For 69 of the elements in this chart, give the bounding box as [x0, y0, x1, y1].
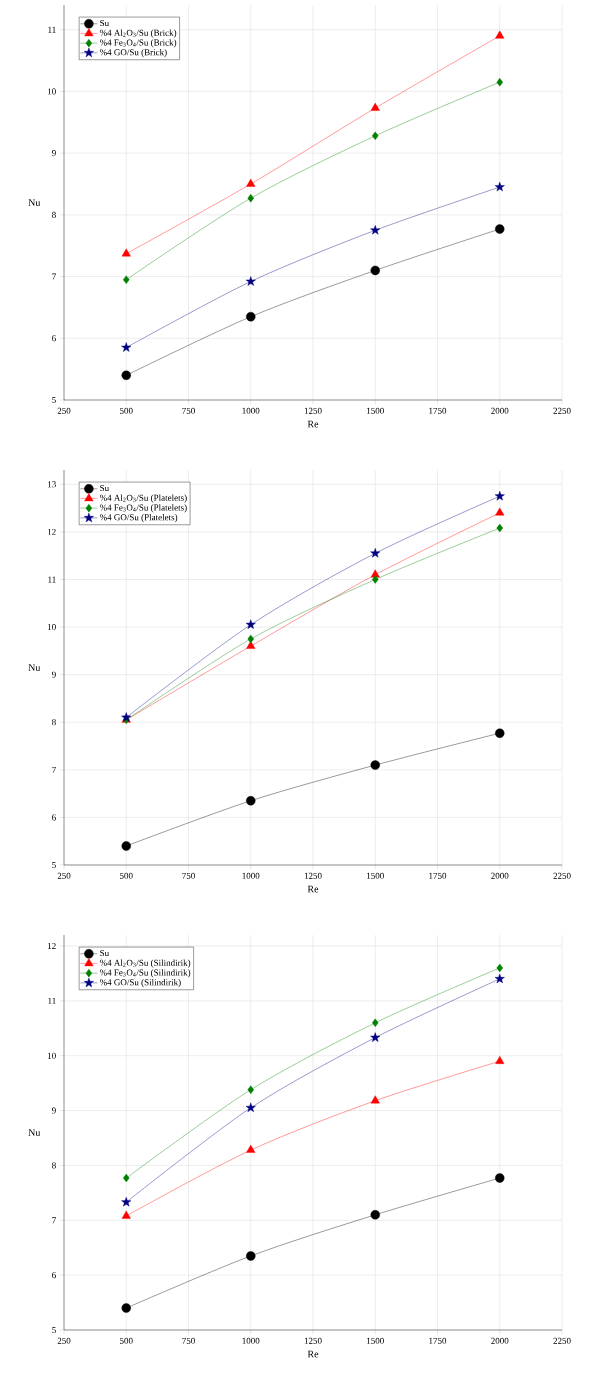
y-axis-title: Nu	[28, 1129, 41, 1136]
x-tick-label: 1750	[429, 407, 447, 414]
legend-label: %4 GO/Su (Silindirik)	[99, 979, 181, 988]
x-tick-label: 750	[182, 407, 195, 414]
x-tick-label: 1000	[242, 872, 260, 879]
legend-label: %4 GO/Su (Platelets)	[99, 514, 178, 523]
y-tick-label: 8	[52, 211, 56, 218]
y-tick-label: 9	[51, 1107, 56, 1114]
y-tick-label: 10	[47, 88, 56, 95]
x-tick-label: 2000	[491, 1337, 509, 1344]
legend-label: %4 Al$_{2}$O$_{3}$/Su (Brick)	[99, 29, 177, 38]
x-tick-label: 1500	[367, 872, 384, 879]
y-tick-label: 7	[52, 766, 56, 773]
y-tick-label: 5	[52, 862, 56, 868]
legend-label: %4 Al$_{2}$O$_{3}$/Su (Platelets)	[99, 494, 187, 503]
legend-label: %4 Fe$_{3}$O$_{4}$/Su (Platelets)	[99, 504, 187, 513]
y-tick-label: 9	[51, 150, 56, 157]
x-tick-label: 500	[120, 872, 133, 879]
x-tick-label: 1750	[429, 1337, 447, 1344]
x-tick-label: 750	[182, 1337, 195, 1344]
x-axis-title: Re	[307, 420, 319, 428]
y-tick-label: 6	[52, 335, 56, 342]
y-tick-label: 7	[52, 1217, 56, 1224]
x-tick-label: 750	[182, 872, 195, 879]
y-tick-label: 12	[47, 943, 56, 949]
y-tick-label: 9	[51, 671, 56, 678]
legend-label: Su	[100, 20, 109, 27]
y-tick-label: 11	[48, 26, 56, 33]
legend-label: %4 Fe$_{3}$O$_{4}$/Su (Brick)	[99, 39, 177, 48]
y-tick-label: 5	[52, 397, 56, 403]
legend-label: Su	[100, 950, 109, 957]
x-tick-label: 1250	[304, 872, 322, 879]
y-tick-label: 5	[52, 1327, 56, 1334]
y-tick-label: 13	[47, 481, 56, 488]
y-axis-title: Nu	[28, 664, 41, 671]
x-tick-label: 250	[57, 872, 71, 879]
y-tick-label: 8	[52, 719, 56, 726]
y-tick-label: 10	[47, 1052, 56, 1059]
y-axis-title: Nu	[28, 199, 41, 206]
x-tick-label: 1750	[429, 872, 447, 879]
x-tick-label: 1000	[242, 407, 260, 414]
x-tick-label: 2250	[553, 407, 571, 414]
x-tick-label: 1250	[304, 407, 322, 414]
legend-label: %4 GO/Su (Brick)	[99, 49, 167, 58]
x-tick-label: 1500	[367, 407, 384, 414]
x-tick-label: 500	[120, 1337, 133, 1344]
y-tick-label: 6	[52, 814, 56, 821]
x-tick-label: 2250	[553, 872, 571, 879]
x-axis-title: Re	[307, 1350, 319, 1358]
x-tick-label: 500	[120, 407, 133, 414]
y-tick-label: 7	[52, 273, 56, 280]
x-tick-label: 2000	[491, 407, 509, 414]
y-tick-label: 12	[47, 528, 56, 535]
y-tick-label: 6	[52, 1272, 56, 1279]
legend-label: %4 Al$_{2}$O$_{3}$/Su (Silindirik)	[99, 959, 191, 968]
x-tick-label: 250	[57, 407, 71, 414]
legend-label: %4 Fe$_{3}$O$_{4}$/Su (Silindirik)	[99, 969, 191, 978]
x-tick-label: 2000	[491, 872, 509, 879]
x-tick-label: 2250	[553, 1337, 571, 1344]
x-axis-title: Re	[307, 885, 319, 893]
x-tick-label: 1500	[367, 1337, 384, 1344]
legend-label: Su	[100, 485, 109, 492]
y-tick-label: 11	[48, 576, 56, 583]
x-tick-label: 1000	[242, 1337, 260, 1344]
y-tick-label: 11	[48, 997, 56, 1004]
x-tick-label: 1250	[304, 1337, 322, 1344]
y-tick-label: 10	[47, 624, 56, 631]
y-tick-label: 8	[52, 1162, 56, 1169]
x-tick-label: 250	[57, 1337, 71, 1344]
